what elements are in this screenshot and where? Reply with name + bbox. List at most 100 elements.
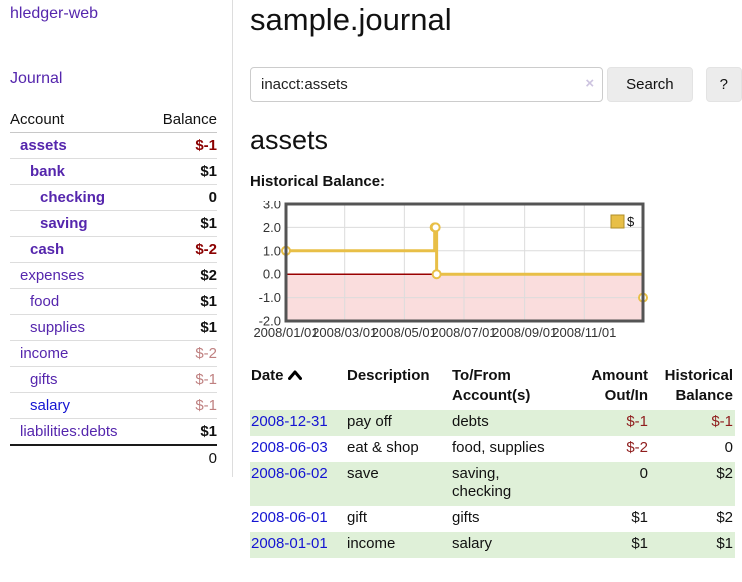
clear-icon[interactable]: × [585, 74, 595, 92]
account-heading: assets [250, 124, 329, 155]
account-link[interactable]: supplies [30, 319, 86, 336]
transaction-date-link[interactable]: 2008-06-01 [251, 509, 328, 527]
data-point-marker [430, 222, 441, 233]
account-link[interactable]: salary [30, 397, 71, 414]
search-button[interactable]: Search [607, 66, 693, 102]
legend-label: $ [627, 214, 635, 229]
transaction-description: eat & shop [347, 438, 419, 456]
account-balance: $2 [147, 262, 217, 289]
account-link[interactable]: bank [30, 163, 66, 180]
account-row: gifts $-1 [10, 366, 217, 393]
journal-link[interactable]: Journal [10, 70, 63, 87]
accounts-header-account: Account [10, 108, 148, 133]
transaction-date-link[interactable]: 2008-01-01 [251, 534, 328, 552]
y-axis-tick-label: -2.0 [259, 313, 281, 328]
y-axis-tick-label: 0.0 [263, 266, 281, 281]
transaction-row: 2008-06-01 gift gifts $1 $2 [250, 506, 735, 532]
accounts-total-row: 0 [10, 444, 217, 471]
y-axis-tick-label: 3.0 [263, 201, 281, 212]
account-row: supplies $1 [10, 314, 217, 341]
x-axis-tick-label: 2008/07/01 [431, 325, 496, 340]
transaction-balance: $2 [716, 509, 733, 527]
transaction-balance: 0 [724, 438, 733, 456]
register-body: 2008-12-31 pay off debts $-1 $-1 2008-06-03 ea… [250, 410, 735, 558]
transaction-description: save [347, 464, 379, 482]
account-balance: $-2 [147, 236, 217, 263]
historical-balance-chart: $3.0 2.0 1.0 0.0 -1.0 -2.0 2008/01/01 2008/03/0… [250, 196, 652, 343]
account-balance: $-2 [147, 340, 217, 367]
transaction-amount: $-2 [626, 438, 648, 456]
transaction-description: gift [347, 509, 368, 527]
transaction-amount: $1 [631, 509, 648, 527]
register-header-description: Description [347, 366, 430, 384]
x-axis-tick-label: 2008/05/01 [372, 325, 437, 340]
account-link[interactable]: saving [40, 215, 88, 232]
accounts-body: assets $-1 bank $1 checking 0 saving $1 cash $-2 e… [10, 133, 217, 445]
transaction-accounts: food, supplies [452, 438, 545, 456]
account-balance: $1 [147, 210, 217, 237]
transaction-date-link[interactable]: 2008-06-03 [251, 438, 328, 456]
transaction-balance: $-1 [711, 413, 733, 431]
sort-asc-icon [287, 370, 302, 380]
x-axis-tick-label: 2008/11/01 [552, 325, 616, 340]
account-balance: $-1 [195, 137, 217, 154]
account-row: bank $1 [10, 158, 217, 185]
plot-border [284, 202, 645, 323]
account-balance: $1 [147, 158, 217, 185]
transaction-amount: 0 [639, 464, 648, 482]
register-header-amount: Amount Out/In [591, 366, 648, 404]
register-table: Date Description To/From Account(s) Amou… [250, 364, 735, 558]
account-row: saving $1 [10, 210, 217, 237]
transaction-amount: $-1 [626, 413, 648, 431]
main-content: sample.journal × Search ? assets Histori… [233, 0, 742, 558]
account-balance: 0 [147, 184, 217, 211]
y-axis-tick-label: -1.0 [259, 290, 281, 305]
transaction-description: income [347, 534, 396, 552]
register-header-date[interactable]: Date [250, 364, 347, 411]
x-axis-tick-label: 2008/03/01 [312, 325, 377, 340]
register-header-accounts: To/From Account(s) [452, 366, 531, 404]
search-form: × Search ? [250, 66, 742, 102]
accounts-header-balance: Balance [147, 108, 217, 133]
transaction-date-link[interactable]: 2008-12-31 [251, 413, 328, 431]
transaction-date-link[interactable]: 2008-06-02 [251, 464, 328, 482]
sidebar: hledger-web Journal Account Balance asse… [0, 0, 233, 477]
account-link[interactable]: liabilities:debts [20, 423, 118, 440]
account-row: income $-2 [10, 340, 217, 367]
transaction-accounts: saving, checking [452, 464, 512, 501]
transaction-balance: $1 [716, 534, 733, 552]
search-input[interactable] [250, 66, 604, 102]
register-header-balance: Historical Balance [664, 366, 733, 404]
accounts-total-balance: 0 [147, 444, 217, 471]
account-row: expenses $2 [10, 262, 217, 289]
hledger-web-app: hledger-web Journal Account Balance asse… [0, 0, 742, 558]
chart-svg: $3.0 2.0 1.0 0.0 -1.0 -2.02008/01/012008/03/0… [253, 196, 648, 340]
account-row: liabilities:debts $1 [10, 418, 217, 445]
y-axis-tick-label: 2.0 [263, 220, 281, 235]
account-balance: $1 [147, 418, 217, 445]
chart-title: Historical Balance: [250, 172, 386, 190]
account-row: food $1 [10, 288, 217, 315]
account-row: cash $-2 [10, 236, 217, 263]
account-link[interactable]: gifts [30, 371, 58, 388]
transaction-row: 2008-06-03 eat & shop food, supplies $-2 0 [250, 436, 735, 462]
account-link[interactable]: checking [40, 189, 106, 206]
account-link[interactable]: expenses [20, 267, 85, 284]
account-link[interactable]: cash [30, 241, 65, 258]
account-row: salary $-1 [10, 392, 217, 419]
transaction-accounts: salary [452, 534, 493, 552]
account-balance: $-1 [147, 392, 217, 419]
help-button[interactable]: ? [705, 66, 742, 102]
account-link[interactable]: food [30, 293, 60, 310]
account-link[interactable]: assets [20, 137, 67, 154]
account-row: checking 0 [10, 184, 217, 211]
transaction-balance: $2 [716, 464, 733, 482]
transaction-amount: $1 [631, 534, 648, 552]
x-axis-tick-label: 2008/01/01 [253, 325, 318, 340]
x-axis-tick-label: 2008/09/01 [492, 325, 557, 340]
account-link[interactable]: income [20, 345, 69, 362]
transaction-row: 2008-06-02 save saving, checking 0 $2 [250, 461, 735, 507]
transaction-accounts: debts [452, 413, 489, 431]
brand-link[interactable]: hledger-web [10, 5, 99, 22]
account-balance: $1 [147, 288, 217, 315]
